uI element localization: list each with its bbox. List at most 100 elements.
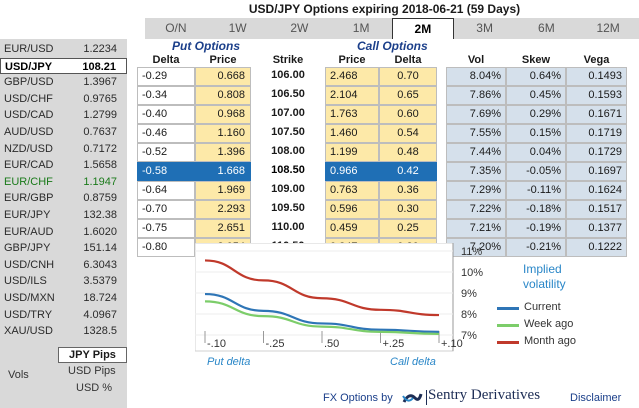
currency-pair-eur-cad[interactable]: EUR/CAD 1.5658 <box>0 157 127 173</box>
pair-name: USD/MXN <box>4 292 55 304</box>
table-row[interactable]: -0.34 0.808 106.50 2.104 0.65 7.86% 0.45% 0.159… <box>137 86 639 105</box>
currency-pair-eur-usd[interactable]: EUR/USD 1.2234 <box>0 41 127 57</box>
cell-call-price[interactable]: 2.468 <box>325 67 379 86</box>
cell-put-price[interactable]: 1.160 <box>195 124 251 143</box>
cell-strike: 106.50 <box>271 88 305 100</box>
cell-call-delta: 0.60 <box>379 105 437 124</box>
vols-option-usd-pips[interactable]: USD Pips <box>68 365 116 377</box>
cell-vol: 7.22% <box>446 200 506 219</box>
cell-strike: 110.00 <box>271 221 305 233</box>
table-row[interactable]: -0.58 1.668 108.50 0.966 0.42 7.35% -0.05% 0.16… <box>137 162 639 181</box>
series-line-week-ago <box>204 300 440 336</box>
pair-rate: 1.1947 <box>83 175 117 188</box>
pair-rate: 0.7637 <box>83 126 117 138</box>
jpy-pips-button[interactable]: JPY Pips <box>58 347 127 363</box>
disclaimer-link[interactable]: Disclaimer <box>570 392 622 404</box>
header-skew: Skew <box>521 54 551 66</box>
currency-pair-aud-usd[interactable]: AUD/USD 0.7637 <box>0 124 127 140</box>
tab-2m[interactable]: 2M <box>392 18 454 39</box>
legend-swatch <box>497 341 519 344</box>
currency-pair-eur-aud[interactable]: EUR/AUD 1.6020 <box>0 224 127 240</box>
table-row[interactable]: -0.70 2.293 109.50 0.596 0.30 7.22% -0.18% 0.15… <box>137 200 639 219</box>
tab-1w[interactable]: 1W <box>228 21 247 35</box>
cell-vol: 8.04% <box>446 67 506 86</box>
currency-pair-usd-cnh[interactable]: USD/CNH 6.3043 <box>0 257 127 273</box>
cell-call-delta: 0.48 <box>379 143 437 162</box>
y-tick-label: 9% <box>461 288 477 300</box>
tab-3m[interactable]: 3M <box>476 21 493 35</box>
cell-put-delta: -0.29 <box>137 67 195 86</box>
cell-put-delta: -0.34 <box>137 86 195 105</box>
currency-pair-usd-ils[interactable]: USD/ILS 3.5379 <box>0 273 127 289</box>
cell-call-price[interactable]: 0.596 <box>325 200 379 219</box>
cell-put-price[interactable]: 1.668 <box>195 162 251 181</box>
cell-put-price[interactable]: 1.396 <box>195 143 251 162</box>
cell-skew: 0.29% <box>506 105 566 124</box>
cell-put-delta: -0.52 <box>137 143 195 162</box>
cell-skew: 0.04% <box>506 143 566 162</box>
table-row[interactable]: -0.64 1.969 109.00 0.763 0.36 7.29% -0.11% 0.16… <box>137 181 639 200</box>
currency-pair-eur-jpy[interactable]: EUR/JPY 132.38 <box>0 207 127 223</box>
currency-pair-xau-usd[interactable]: XAU/USD 1328.5 <box>0 323 127 339</box>
legend-swatch <box>497 324 519 327</box>
cell-put-delta: -0.75 <box>137 219 195 238</box>
cell-call-price[interactable]: 1.763 <box>325 105 379 124</box>
pair-name: EUR/CAD <box>4 159 54 172</box>
tab-6m[interactable]: 6M <box>538 21 555 35</box>
cell-call-price[interactable]: 0.459 <box>325 219 379 238</box>
tab-12m[interactable]: 12M <box>596 21 620 35</box>
cell-put-price[interactable]: 1.969 <box>195 181 251 200</box>
pair-rate: 1.3967 <box>83 76 117 89</box>
cell-put-price[interactable]: 0.968 <box>195 105 251 124</box>
cell-call-delta: 0.42 <box>379 162 437 181</box>
tab-on[interactable]: O/N <box>165 21 187 35</box>
pair-name: USD/CNH <box>4 258 55 271</box>
fx-options-link[interactable]: FX Options by <box>323 392 393 404</box>
cell-strike: 107.00 <box>271 107 305 119</box>
cell-put-price[interactable]: 2.651 <box>195 219 251 238</box>
put-options-heading: Put Options <box>172 39 240 53</box>
pair-name: EUR/AUD <box>4 225 54 238</box>
pair-name: NZD/USD <box>4 142 53 155</box>
cell-vol: 7.35% <box>446 162 506 181</box>
cell-call-price[interactable]: 0.966 <box>325 162 379 181</box>
cell-call-price[interactable]: 0.763 <box>325 181 379 200</box>
cell-put-price[interactable]: 0.668 <box>195 67 251 86</box>
currency-pair-usd-try[interactable]: USD/TRY 4.0967 <box>0 307 127 323</box>
cell-skew: 0.64% <box>506 67 566 86</box>
tab-1m[interactable]: 1M <box>352 21 370 35</box>
table-row[interactable]: -0.40 0.968 107.00 1.763 0.60 7.69% 0.29% 0.167… <box>137 105 639 124</box>
cell-call-price[interactable]: 1.460 <box>325 124 379 143</box>
table-row[interactable]: -0.29 0.668 106.00 2.468 0.70 8.04% 0.64% 0.149… <box>137 67 639 86</box>
tab-2w[interactable]: 2W <box>290 21 309 35</box>
table-row[interactable]: -0.75 2.651 110.00 0.459 0.25 7.21% -0.19% 0.13… <box>137 219 639 238</box>
currency-pair-usd-chf[interactable]: USD/CHF 0.9765 <box>0 91 127 107</box>
cell-call-price[interactable]: 2.104 <box>325 86 379 105</box>
cell-strike: 108.50 <box>271 164 305 176</box>
currency-pair-usd-mxn[interactable]: USD/MXN 18.724 <box>0 290 127 306</box>
currency-pair-gbp-jpy[interactable]: GBP/JPY 151.14 <box>0 240 127 256</box>
currency-pair-eur-gbp[interactable]: EUR/GBP 0.8759 <box>0 190 127 206</box>
currency-pair-nzd-usd[interactable]: NZD/USD 0.7172 <box>0 141 127 157</box>
cell-vol: 7.55% <box>446 124 506 143</box>
currency-pair-usd-jpy[interactable]: USD/JPY 108.21 <box>0 57 127 74</box>
cell-strike: 108.00 <box>271 145 305 157</box>
x-tick-label: +.25 <box>383 338 405 350</box>
cell-put-delta: -0.70 <box>137 200 195 219</box>
cell-call-price[interactable]: 1.199 <box>325 143 379 162</box>
currency-pair-gbp-usd[interactable]: GBP/USD 1.3967 <box>0 74 127 90</box>
currency-pair-usd-cad[interactable]: USD/CAD 1.2799 <box>0 107 127 123</box>
pair-rate: 108.21 <box>82 60 116 73</box>
pair-name: USD/CAD <box>4 109 54 122</box>
cell-put-price[interactable]: 2.293 <box>195 200 251 219</box>
table-row[interactable]: -0.52 1.396 108.00 1.199 0.48 7.44% 0.04% 0.172… <box>137 143 639 162</box>
y-tick-label: 10% <box>461 267 483 279</box>
expiry-tabs: O/N 1W 2W 1M 2M 3M 6M 12M <box>145 18 639 39</box>
pair-name: USD/TRY <box>4 308 53 321</box>
cell-put-price[interactable]: 0.808 <box>195 86 251 105</box>
logo-divider <box>426 390 427 405</box>
table-row[interactable]: -0.46 1.160 107.50 1.460 0.54 7.55% 0.15% 0.171… <box>137 124 639 143</box>
vols-option-usd-[interactable]: USD % <box>76 382 113 394</box>
pair-name: AUD/USD <box>4 126 54 138</box>
currency-pair-eur-chf[interactable]: EUR/CHF 1.1947 <box>0 174 127 190</box>
